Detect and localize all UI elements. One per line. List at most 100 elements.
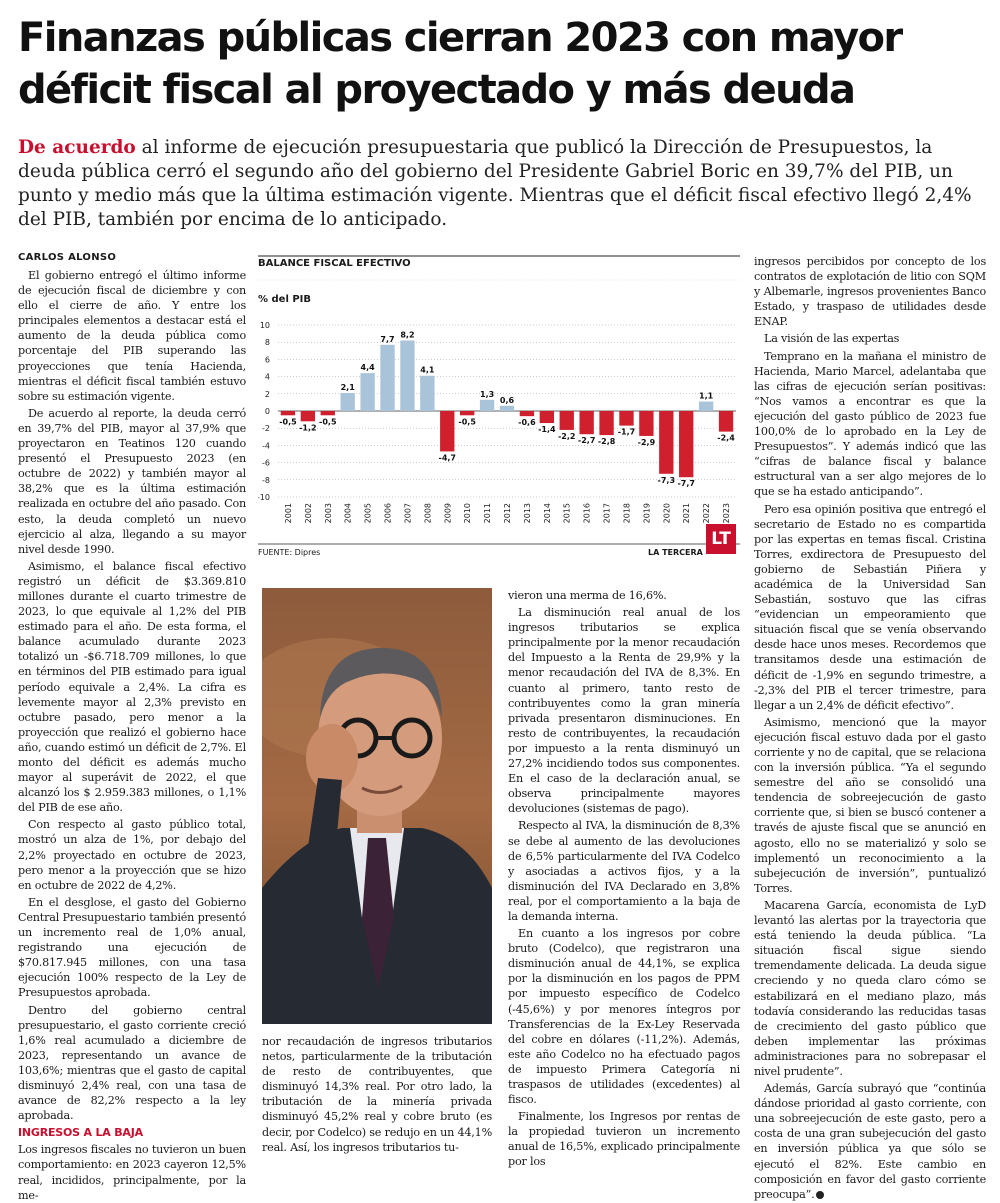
x-tick-label: 2009 — [443, 503, 452, 523]
data-label: -1,2 — [299, 423, 317, 432]
paragraph: Dentro del gobierno central presupuestar… — [18, 1003, 246, 1123]
data-label: 2,1 — [341, 383, 356, 392]
data-label: 1,3 — [480, 390, 494, 399]
x-tick-label: 2016 — [583, 503, 592, 523]
y-tick-label: 4 — [265, 373, 270, 382]
x-tick-label: 2023 — [722, 503, 731, 523]
bar — [420, 375, 435, 411]
x-tick-label: 2013 — [523, 503, 532, 523]
bar — [440, 411, 455, 452]
x-tick-label: 2001 — [284, 503, 293, 523]
y-tick-label: -6 — [262, 459, 270, 468]
y-tick-label: 2 — [265, 390, 270, 399]
data-label: -2,4 — [717, 434, 735, 443]
x-tick-label: 2010 — [463, 503, 472, 523]
paragraph: Respecto al IVA, la disminución de 8,3% … — [508, 819, 740, 923]
chart-title: BALANCE FISCAL EFECTIVO — [258, 258, 411, 269]
la-tercera-logo: LT — [706, 524, 736, 554]
y-tick-label: 8 — [265, 338, 270, 347]
x-tick-label: 2020 — [662, 503, 671, 523]
paragraph-text: Además, García subrayó que “continúa dán… — [754, 1082, 986, 1201]
bar — [698, 401, 714, 411]
article-column-4: ingresos percibidos por concepto de los … — [754, 254, 986, 1202]
bar — [679, 411, 694, 478]
data-label: -4,7 — [439, 453, 457, 462]
lead-kicker: De acuerdo — [18, 137, 136, 158]
paragraph: La disminución real anual de los ingreso… — [508, 606, 740, 816]
data-label: -2,9 — [638, 438, 656, 447]
x-tick-label: 2006 — [384, 503, 393, 523]
paragraph: En cuanto a los ingresos por cobre bruto… — [508, 927, 740, 1107]
data-label: -1,4 — [538, 425, 556, 434]
chart-brand: LA TERCERA — [648, 548, 703, 557]
paragraph: Asimismo, mencionó que la mayor ejecució… — [754, 715, 986, 895]
y-tick-label: -10 — [258, 493, 270, 502]
lead-text: al informe de ejecución presupuestaria q… — [18, 137, 972, 230]
y-tick-label: 0 — [265, 407, 270, 416]
paragraph: ingresos percibidos por concepto de los … — [754, 255, 986, 329]
bar — [499, 405, 515, 411]
x-tick-label: 2007 — [403, 503, 412, 523]
data-label: -0,5 — [279, 417, 297, 426]
bar — [380, 344, 395, 411]
x-tick-label: 2002 — [304, 503, 313, 523]
bar — [340, 392, 355, 411]
data-label: -7,7 — [677, 479, 695, 488]
x-tick-label: 2005 — [364, 503, 373, 523]
paragraph: Además, García subrayó que “continúa dán… — [754, 1081, 986, 1202]
bar — [360, 373, 375, 411]
data-label: -7,3 — [658, 476, 676, 485]
section-subhead: INGRESOS A LA BAJA — [18, 1126, 143, 1140]
data-label: 4,1 — [420, 366, 435, 375]
chart-ylabel: % del PIB — [258, 294, 312, 305]
x-tick-label: 2017 — [603, 503, 612, 523]
chart-plot: 10 8 6 4 2 0 -2 -4 -6 -8 -10 -0,5 2001 -1,2 2002 -0,5 20… — [258, 255, 740, 545]
data-label: 1,1 — [699, 392, 714, 401]
x-tick-label: 2008 — [423, 503, 432, 523]
bar — [619, 411, 634, 426]
x-tick-label: 2015 — [563, 503, 572, 523]
paragraph: El gobierno entregó el último informe de… — [18, 269, 246, 403]
article-column-3: vieron una merma de 16,6%. La disminució… — [508, 588, 740, 1170]
bar — [559, 411, 574, 430]
data-label: -2,8 — [598, 437, 616, 446]
data-label: -0,5 — [319, 417, 337, 426]
data-label: 0,6 — [500, 396, 515, 405]
minister-photo — [262, 588, 492, 1024]
bar-chart: BALANCE FISCAL EFECTIVO % del PIB 10 8 6 4 2… — [258, 250, 740, 570]
x-tick-label: 2019 — [642, 503, 651, 523]
article-column-2: nor recaudación de ingresos tributarios … — [262, 1034, 492, 1155]
bar — [280, 411, 296, 416]
bar — [300, 411, 316, 422]
chart-source: FUENTE: Dipres — [258, 548, 321, 557]
x-tick-label: 2014 — [543, 503, 552, 523]
paragraph: Pero esa opinión positiva que entregó el… — [754, 502, 986, 712]
paragraph: Macarena García, economista de LyD levan… — [754, 898, 986, 1078]
data-label: 4,4 — [361, 363, 376, 372]
x-tick-label: 2011 — [483, 503, 492, 523]
data-label: -0,6 — [518, 418, 536, 427]
data-label: -2,7 — [578, 436, 596, 445]
y-tick-label: 10 — [260, 321, 270, 330]
paragraph: Con respecto al gasto público total, mos… — [18, 818, 246, 892]
data-label: -1,7 — [618, 428, 636, 437]
paragraph: De acuerdo al reporte, la deuda cerró en… — [18, 406, 246, 556]
bar — [639, 411, 654, 436]
y-tick-label: -8 — [262, 476, 270, 485]
y-tick-label: -2 — [262, 424, 270, 433]
end-of-article-icon — [816, 1190, 825, 1199]
x-tick-label: 2021 — [682, 503, 691, 523]
data-label: 7,7 — [380, 335, 394, 344]
subheading: La visión de las expertas — [764, 332, 900, 346]
article-column-1: El gobierno entregó el último informe de… — [18, 268, 246, 1203]
x-tick-label: 2018 — [622, 503, 631, 523]
paragraph: Los ingresos fiscales no tuvieron un bue… — [18, 1143, 246, 1202]
bar — [579, 411, 594, 435]
y-tick-label: 6 — [265, 355, 270, 364]
bar — [659, 411, 674, 474]
bar — [599, 411, 614, 436]
paragraph: Finalmente, los Ingresos por rentas de l… — [508, 1110, 740, 1169]
x-tick-label: 2012 — [503, 503, 512, 523]
x-tick-label: 2022 — [702, 503, 711, 523]
minister-portrait-image — [262, 588, 492, 1024]
